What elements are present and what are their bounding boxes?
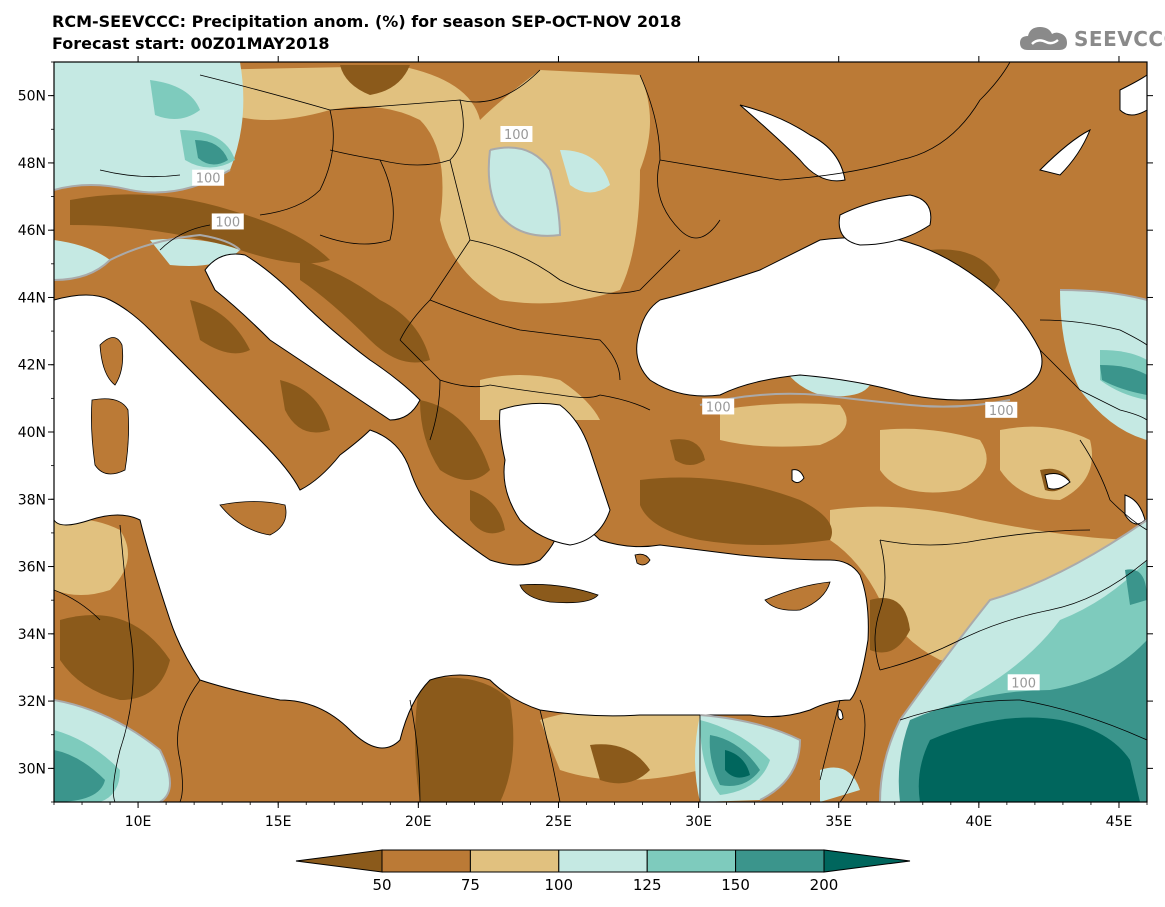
seevccc-logo: SEEVCCC [1018, 22, 1165, 56]
colorbar-box [558, 849, 648, 873]
contour-label: 100 [706, 400, 731, 415]
contour-label-bg [500, 126, 533, 142]
lon-tick-label: 15E [265, 814, 292, 830]
north-east-lake [1119, 74, 1147, 116]
lake-van [1044, 473, 1071, 490]
lat-tick-label: 30N [18, 761, 46, 777]
lat-tick-label: 42N [18, 358, 46, 374]
contour-label-bg [211, 213, 244, 230]
chart-subtitle: Forecast start: 00Z01MAY2018 [52, 34, 330, 53]
black-sea [636, 237, 1043, 401]
lon-tick-label: 45E [1106, 814, 1133, 830]
contour-label-bg [192, 169, 225, 186]
sea-mask [54, 74, 1147, 749]
lat-tick-label: 34N [18, 627, 46, 643]
contour-label-bg [1007, 674, 1040, 691]
colorbar-box [381, 849, 471, 873]
contour-label: 100 [215, 215, 240, 230]
cloud-icon [1020, 27, 1067, 50]
east-lake [1039, 128, 1091, 176]
colorbar-low-extend [295, 849, 383, 873]
colorbar-high-extend [823, 849, 911, 873]
colorbar-label: 100 [544, 876, 573, 894]
lon-tick-label: 40E [966, 814, 993, 830]
sardinia [91, 398, 129, 475]
colorbar-box [646, 849, 737, 873]
corsica [99, 337, 124, 386]
lon-tick-label: 35E [825, 814, 852, 830]
map-field [54, 62, 1147, 802]
colorbar-label: 75 [461, 876, 480, 894]
lat-tick-label: 50N [18, 89, 46, 105]
lon-tick-label: 25E [545, 814, 572, 830]
contour-label: 100 [1011, 676, 1036, 691]
lon-tick-label: 20E [405, 814, 432, 830]
colorbar-label: 50 [372, 876, 391, 894]
colorbar-label: 150 [721, 876, 750, 894]
lat-tick-label: 38N [18, 492, 46, 508]
colorbar-label: 200 [810, 876, 839, 894]
colorbar-box [469, 849, 560, 873]
dead-sea [837, 709, 844, 721]
aegean-sea [499, 402, 611, 546]
lat-tick-label: 48N [18, 156, 46, 172]
lat-tick-label: 32N [18, 694, 46, 710]
cyprus [764, 581, 831, 611]
lat-tick-label: 40N [18, 425, 46, 441]
chart-title: RCM-SEEVCCC: Precipitation anom. (%) for… [52, 12, 682, 31]
contour-label-bg [702, 398, 735, 415]
lon-tick-label: 10E [125, 814, 152, 830]
contour-label-bg [985, 401, 1018, 418]
lake-tuz [791, 469, 805, 484]
lat-tick-label: 36N [18, 560, 46, 576]
sea-of-azov [838, 194, 932, 246]
crete [519, 584, 599, 604]
longitude-axis: 10E 15E 20E 25E 30E 35E 40E 45E [53, 56, 1148, 830]
country-borders [54, 62, 1147, 802]
colorbar: 50 75 100 125 150 200 [295, 849, 911, 894]
contour-label: 100 [989, 404, 1014, 419]
mediterranean-sea [54, 294, 869, 749]
field-extreme [725, 717, 1140, 802]
rhodes [634, 553, 651, 566]
islands [91, 337, 831, 611]
adriatic-sea [204, 253, 421, 421]
logo-text: SEEVCCC [1074, 27, 1165, 51]
latitude-axis: 50N 48N 46N 44N 42N 40N 38N 36N 34N 32N 30N [18, 61, 1153, 803]
east-basin [1124, 494, 1146, 525]
lat-tick-label: 46N [18, 223, 46, 239]
colorbar-label: 125 [633, 876, 662, 894]
contour-label: 100 [504, 128, 529, 143]
contour-label: 100 [196, 172, 221, 187]
sicily [219, 501, 287, 536]
dnieper-reservoir [739, 104, 846, 182]
lat-tick-label: 44N [18, 290, 46, 306]
lon-tick-label: 30E [685, 814, 712, 830]
contour-labels: 100 100 100 100 100 100 [192, 126, 1040, 691]
colorbar-box [735, 849, 825, 873]
